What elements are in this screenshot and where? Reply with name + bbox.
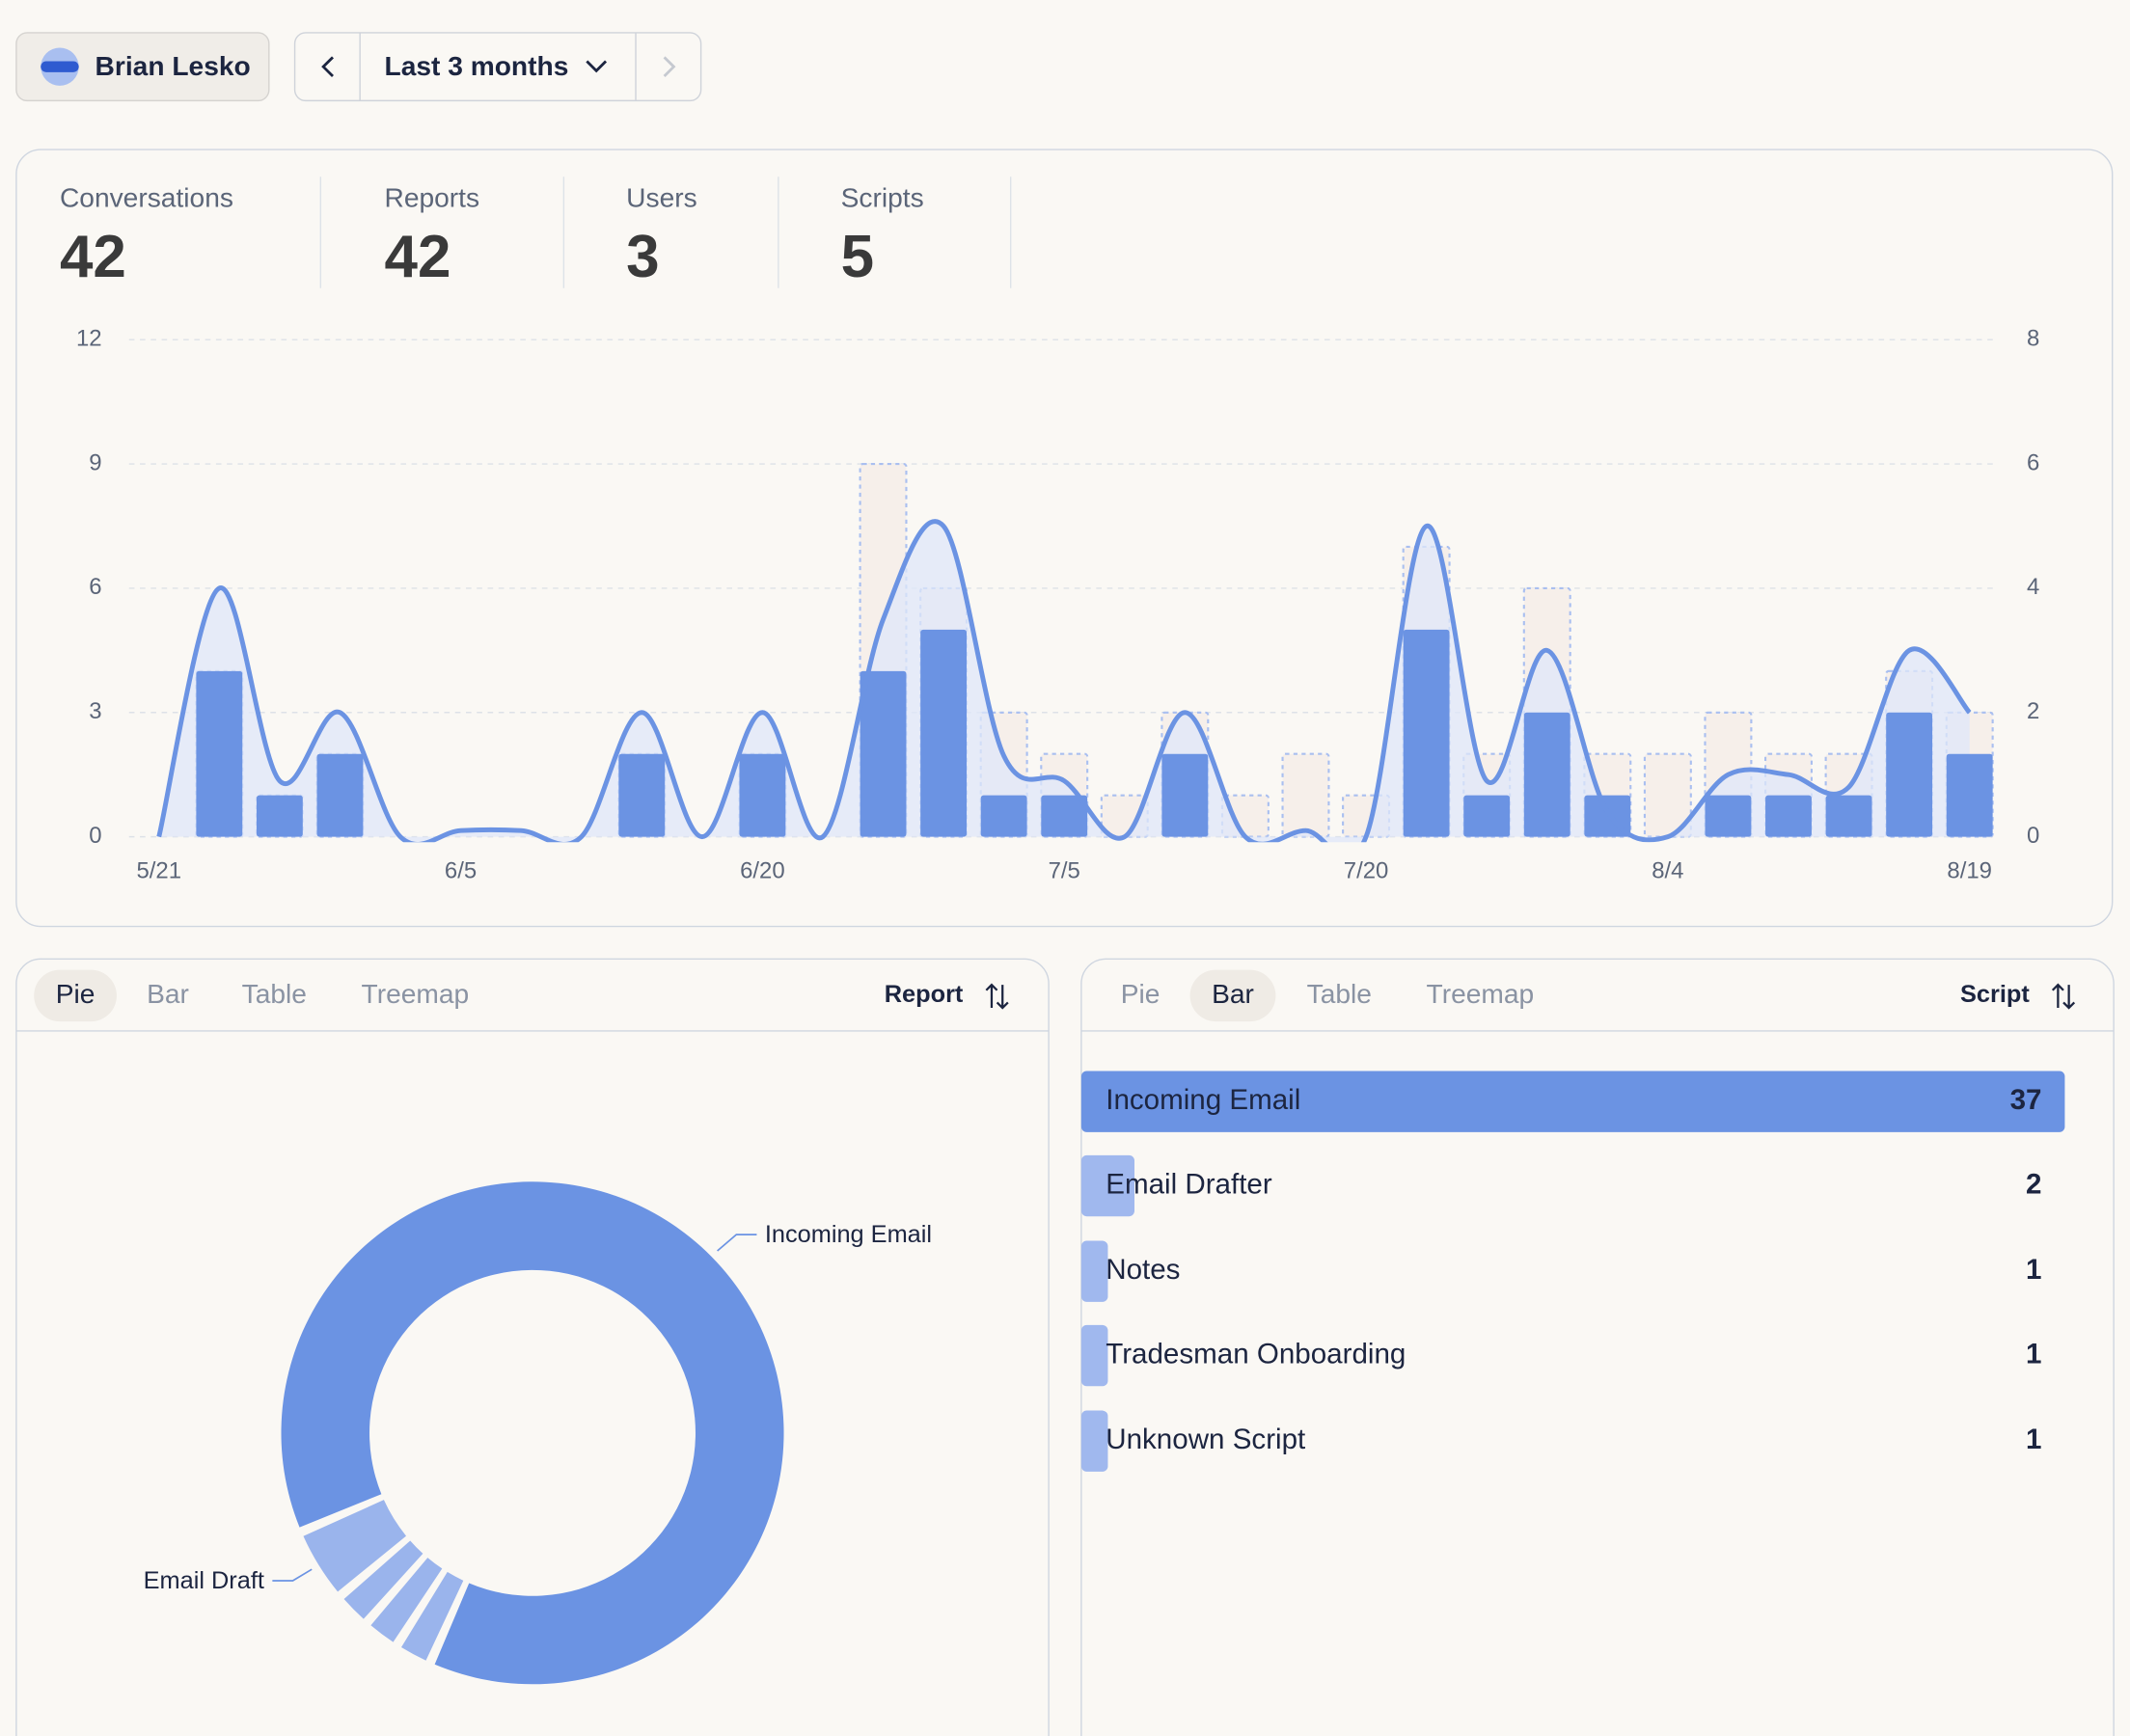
bar xyxy=(1523,712,1570,837)
bar-label: Unknown Script xyxy=(1106,1424,1305,1455)
pie-label: Email Draft xyxy=(144,1567,264,1594)
bar xyxy=(739,753,786,837)
report-panel xyxy=(15,958,1050,1736)
pie-slice xyxy=(343,1540,423,1619)
line xyxy=(156,519,1972,843)
y2-tick-label: 6 xyxy=(2027,449,2039,475)
prev-button[interactable] xyxy=(321,56,334,78)
y2-tick-label: 8 xyxy=(2027,326,2039,352)
stat-value: 3 xyxy=(626,224,659,290)
next-button[interactable] xyxy=(663,56,676,78)
x-tick-label: 5/21 xyxy=(136,858,181,884)
user-name: Brian Lesko xyxy=(96,51,251,81)
x-tick-label: 6/20 xyxy=(740,858,785,884)
bar xyxy=(1886,712,1933,837)
stat-value: 42 xyxy=(385,224,451,290)
tab[interactable]: Table xyxy=(242,979,307,1009)
bar xyxy=(256,795,303,837)
x-tick-label: 8/19 xyxy=(1947,858,1992,884)
bar-label: Incoming Email xyxy=(1106,1084,1300,1116)
pie-slice xyxy=(370,1558,443,1642)
stat-label: Conversations xyxy=(60,183,233,213)
stat-value: 42 xyxy=(60,224,126,290)
bar-label: Notes xyxy=(1106,1254,1180,1286)
pie-label: Incoming Email xyxy=(765,1221,932,1248)
line-area xyxy=(158,521,1970,843)
bar-value: 37 xyxy=(2010,1084,2042,1116)
x-tick-label: 8/4 xyxy=(1652,858,1683,884)
bar xyxy=(920,629,968,837)
bar xyxy=(1080,1071,2065,1132)
user-button[interactable]: Brian Lesko xyxy=(15,32,270,102)
y-tick-label: 9 xyxy=(89,449,101,475)
tab[interactable]: Table xyxy=(1307,979,1372,1009)
tab[interactable]: Pie xyxy=(56,979,96,1009)
stat-value: 5 xyxy=(841,224,874,290)
bar-value: 1 xyxy=(2026,1424,2041,1455)
bar xyxy=(1161,753,1209,837)
bar-outline xyxy=(1281,752,1330,838)
y-tick-label: 0 xyxy=(89,823,101,849)
dropdown-icon[interactable] xyxy=(586,60,608,73)
bar-label: Tradesman Onboarding xyxy=(1106,1338,1406,1370)
y-tick-label: 3 xyxy=(89,698,101,724)
sort-icon[interactable] xyxy=(2051,983,2076,1010)
bar xyxy=(1825,795,1872,837)
bar xyxy=(1080,1240,1108,1302)
pie-slice xyxy=(303,1500,407,1592)
sort-label[interactable]: Report xyxy=(885,981,964,1008)
range-label[interactable]: Last 3 months xyxy=(385,51,569,81)
y-tick-label: 6 xyxy=(89,574,101,600)
bar xyxy=(1080,1410,1108,1472)
bar xyxy=(196,670,243,837)
bar xyxy=(618,753,666,837)
tab[interactable]: Bar xyxy=(1212,979,1254,1009)
sort-icon[interactable] xyxy=(985,983,1009,1010)
tab[interactable]: Bar xyxy=(147,979,189,1009)
stat-label: Users xyxy=(626,183,697,213)
active-tab xyxy=(34,969,117,1022)
bar xyxy=(1080,1324,1108,1387)
x-tick-label: 7/20 xyxy=(1344,858,1389,884)
stat-label: Scripts xyxy=(841,183,924,213)
bar xyxy=(980,795,1027,837)
picker-frame xyxy=(293,32,702,102)
range-picker[interactable]: Last 3 months xyxy=(293,32,702,102)
button-frame[interactable] xyxy=(15,32,270,102)
bar-value: 2 xyxy=(2026,1168,2041,1200)
y2-tick-label: 4 xyxy=(2027,574,2039,600)
bar xyxy=(1403,629,1450,837)
x-tick-label: 6/5 xyxy=(445,858,477,884)
sort-label[interactable]: Script xyxy=(1960,981,2030,1008)
pie-slice xyxy=(400,1571,464,1661)
avatar-stripe xyxy=(41,61,79,72)
bar xyxy=(1765,795,1812,837)
pie-slice xyxy=(281,1181,784,1685)
bar xyxy=(1705,795,1752,837)
x-tick-label: 7/5 xyxy=(1049,858,1080,884)
stat-label: Reports xyxy=(385,183,480,213)
leader-line xyxy=(717,1234,757,1252)
summary-card xyxy=(15,149,2114,928)
leader-line xyxy=(272,1568,313,1582)
bar xyxy=(316,753,364,837)
y2-tick-label: 2 xyxy=(2027,698,2039,724)
bar-value: 1 xyxy=(2026,1338,2041,1370)
y2-tick-label: 0 xyxy=(2027,823,2039,849)
tab[interactable]: Pie xyxy=(1121,979,1161,1009)
tab[interactable]: Treemap xyxy=(1427,979,1535,1009)
bar xyxy=(1463,795,1511,837)
bar xyxy=(1041,795,1088,837)
bar xyxy=(1080,1154,1135,1217)
active-tab xyxy=(1189,969,1276,1022)
bar xyxy=(1946,753,1993,837)
bar-label: Email Drafter xyxy=(1106,1168,1272,1200)
tab[interactable]: Treemap xyxy=(362,979,470,1009)
bar-value: 1 xyxy=(2026,1254,2041,1286)
bar xyxy=(860,670,907,837)
y-tick-label: 12 xyxy=(76,326,102,352)
